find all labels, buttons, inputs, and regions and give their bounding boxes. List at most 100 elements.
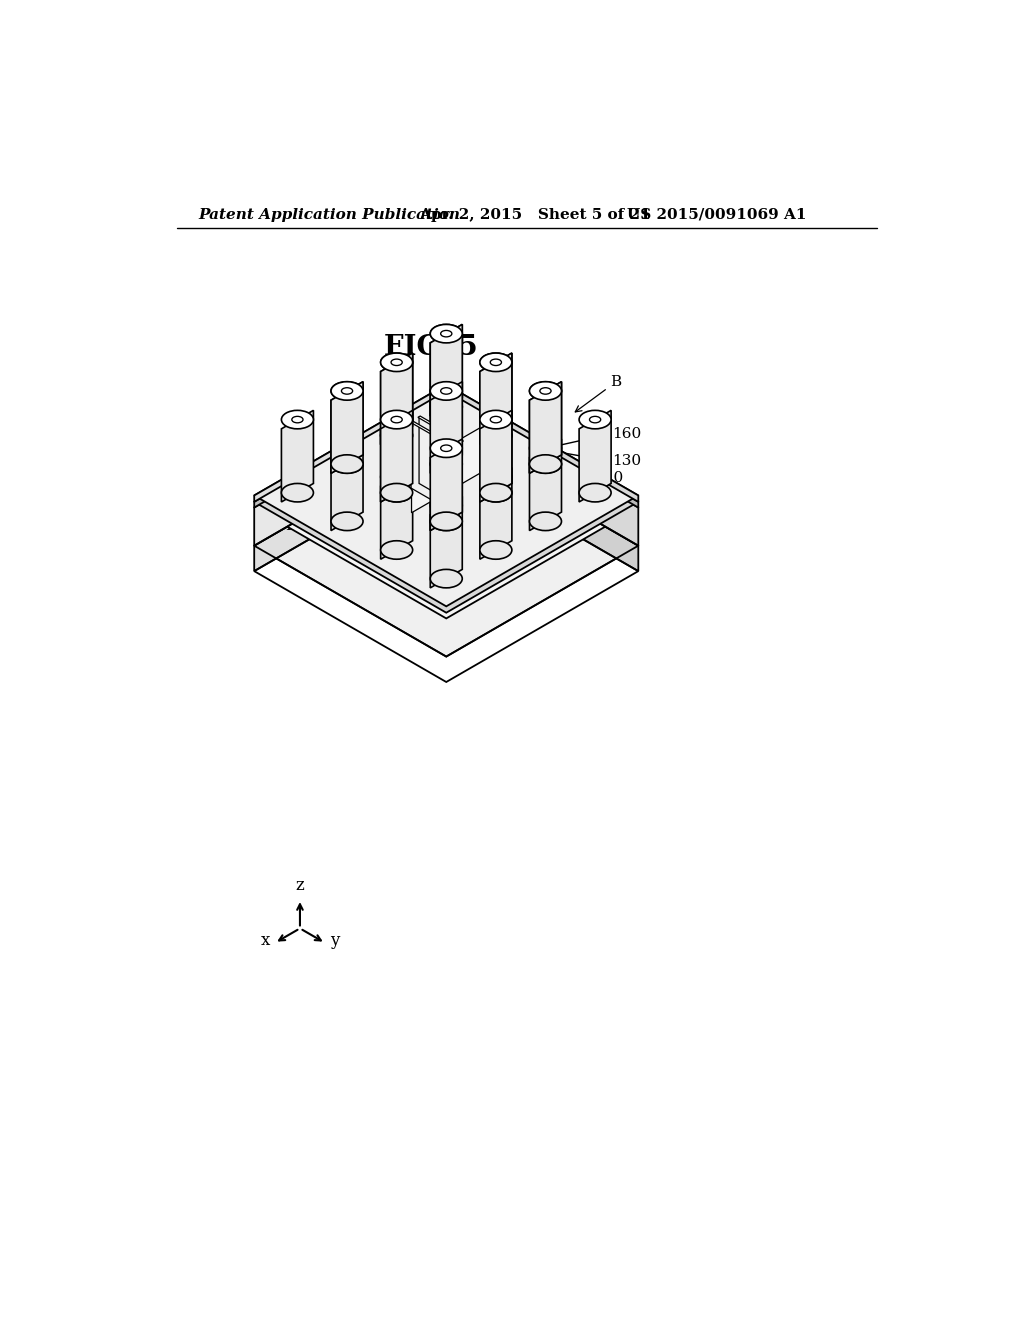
Polygon shape [480, 352, 512, 445]
Ellipse shape [331, 440, 364, 458]
Polygon shape [254, 384, 446, 502]
Ellipse shape [440, 330, 452, 337]
Polygon shape [419, 417, 462, 508]
Ellipse shape [282, 483, 313, 502]
Text: US 2015/0091069 A1: US 2015/0091069 A1 [628, 207, 807, 222]
Ellipse shape [529, 440, 561, 458]
Ellipse shape [381, 541, 413, 560]
Polygon shape [446, 397, 638, 545]
Polygon shape [430, 325, 462, 416]
Ellipse shape [480, 352, 512, 371]
Ellipse shape [440, 445, 452, 451]
Polygon shape [254, 397, 638, 619]
Polygon shape [282, 411, 313, 502]
Ellipse shape [381, 411, 413, 429]
Polygon shape [284, 498, 311, 512]
Ellipse shape [440, 388, 452, 395]
Ellipse shape [430, 512, 462, 531]
Ellipse shape [529, 381, 561, 400]
Polygon shape [529, 381, 561, 474]
Polygon shape [433, 411, 460, 426]
Polygon shape [580, 411, 611, 502]
Ellipse shape [284, 498, 311, 512]
Ellipse shape [383, 554, 410, 570]
Ellipse shape [391, 359, 402, 366]
Ellipse shape [532, 525, 559, 541]
Polygon shape [334, 469, 360, 484]
Polygon shape [482, 440, 509, 455]
Ellipse shape [490, 359, 502, 366]
Ellipse shape [430, 397, 462, 416]
Ellipse shape [391, 359, 402, 366]
Ellipse shape [480, 467, 512, 486]
Ellipse shape [480, 411, 512, 429]
Polygon shape [381, 411, 413, 502]
Polygon shape [480, 352, 512, 445]
Ellipse shape [282, 411, 313, 429]
Ellipse shape [540, 388, 551, 395]
Ellipse shape [430, 440, 462, 458]
Ellipse shape [482, 498, 509, 512]
Ellipse shape [341, 388, 352, 395]
Ellipse shape [381, 483, 413, 502]
Ellipse shape [529, 512, 561, 531]
Ellipse shape [430, 455, 462, 474]
Polygon shape [383, 554, 410, 570]
Polygon shape [582, 498, 608, 512]
Ellipse shape [540, 445, 551, 451]
Ellipse shape [440, 388, 452, 395]
Polygon shape [482, 554, 509, 570]
Ellipse shape [440, 503, 452, 508]
Ellipse shape [433, 525, 460, 541]
Ellipse shape [433, 583, 460, 598]
Polygon shape [446, 434, 638, 572]
Polygon shape [433, 583, 460, 598]
Ellipse shape [331, 512, 364, 531]
Polygon shape [383, 440, 410, 455]
Ellipse shape [529, 455, 561, 474]
Polygon shape [410, 421, 456, 447]
Ellipse shape [440, 330, 452, 337]
Polygon shape [529, 381, 561, 474]
Polygon shape [446, 384, 638, 502]
Polygon shape [381, 467, 413, 560]
Polygon shape [433, 525, 460, 541]
Text: FIG. 5: FIG. 5 [384, 334, 478, 360]
Ellipse shape [430, 512, 462, 531]
Polygon shape [480, 411, 512, 502]
Ellipse shape [292, 416, 303, 422]
Text: A: A [412, 450, 441, 480]
Ellipse shape [334, 469, 360, 484]
Ellipse shape [490, 416, 502, 422]
Text: A: A [350, 418, 386, 461]
Ellipse shape [381, 426, 413, 445]
Ellipse shape [381, 483, 413, 502]
Polygon shape [331, 381, 364, 474]
Polygon shape [430, 440, 462, 531]
Polygon shape [254, 434, 446, 572]
Ellipse shape [331, 381, 364, 400]
Polygon shape [381, 411, 413, 502]
Text: z: z [296, 876, 304, 894]
Text: Apr. 2, 2015   Sheet 5 of 21: Apr. 2, 2015 Sheet 5 of 21 [419, 207, 651, 222]
Ellipse shape [590, 416, 601, 422]
Text: 100: 100 [594, 506, 623, 520]
Ellipse shape [341, 388, 352, 395]
Text: B: B [575, 375, 622, 412]
Ellipse shape [381, 426, 413, 445]
Polygon shape [334, 525, 360, 541]
Ellipse shape [391, 416, 402, 422]
Polygon shape [430, 325, 462, 416]
Ellipse shape [482, 440, 509, 455]
Polygon shape [254, 397, 446, 545]
Ellipse shape [430, 325, 462, 343]
Ellipse shape [490, 359, 502, 366]
Ellipse shape [480, 483, 512, 502]
Ellipse shape [580, 411, 611, 429]
Ellipse shape [381, 352, 413, 371]
Ellipse shape [334, 525, 360, 541]
Ellipse shape [580, 483, 611, 502]
Polygon shape [381, 352, 413, 445]
Ellipse shape [440, 445, 452, 451]
Ellipse shape [480, 352, 512, 371]
